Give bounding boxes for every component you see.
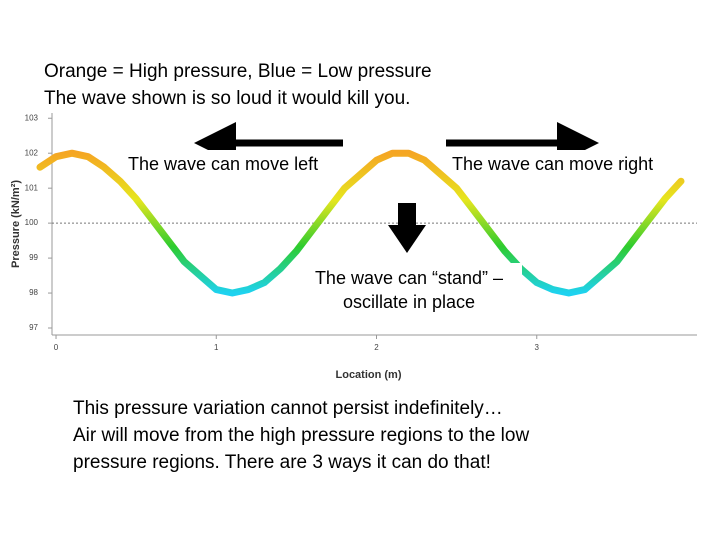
footer-line: pressure regions. There are 3 ways it ca… (73, 452, 491, 473)
x-axis-label: Location (m) (336, 369, 402, 381)
x-tick-label: 2 (374, 343, 379, 352)
annotation: The wave can “stand” – (315, 268, 503, 288)
wave-line (36, 149, 685, 297)
label-bg (450, 150, 678, 178)
plot: 97 98 99 100 101 102 103 0 1 2 3 Location (m) Pressu… (10, 113, 697, 381)
y-tick-label: 102 (25, 148, 39, 157)
label-bg (296, 263, 522, 317)
arrow-down-head (388, 225, 426, 253)
annotation: The wave can move left (128, 154, 318, 174)
arrow-down-shaft (398, 203, 416, 225)
y-tick-label: 97 (29, 323, 38, 332)
label-bg (126, 150, 342, 178)
header-line: Orange = High pressure, Blue = Low press… (44, 61, 432, 82)
x-tick-label: 3 (535, 343, 540, 352)
y-tick-label: 101 (25, 183, 39, 192)
y-axis-label: Pressure (kN/m²) (10, 180, 22, 268)
annotation: oscillate in place (343, 292, 475, 312)
y-tick-label: 103 (25, 113, 39, 122)
footer-line: This pressure variation cannot persist i… (73, 398, 503, 419)
footer-line: Air will move from the high pressure reg… (73, 425, 529, 446)
x-tick-label: 0 (54, 343, 59, 352)
y-tick-label: 98 (29, 288, 38, 297)
y-tick-label: 99 (29, 253, 38, 262)
y-tick-label: 100 (25, 218, 39, 227)
annotation: The wave can move right (452, 154, 653, 174)
header-line: The wave shown is so loud it would kill … (44, 88, 410, 109)
x-tick-label: 1 (214, 343, 219, 352)
